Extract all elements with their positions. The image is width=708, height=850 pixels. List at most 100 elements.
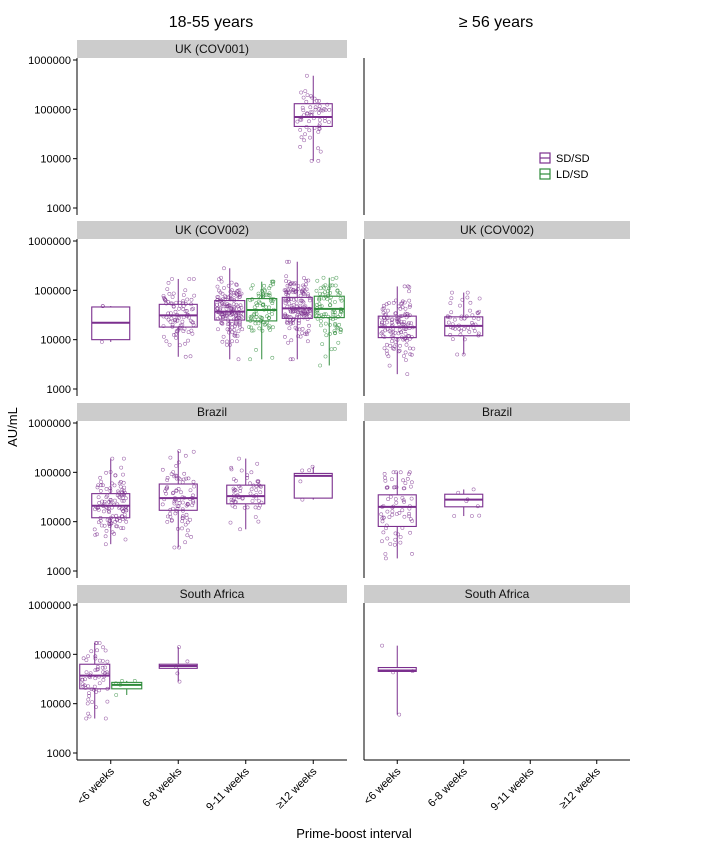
- box-r0-c0-12-weeks-sd-sd-point: [307, 119, 311, 124]
- x-tick-label-c0-9-11-weeks: 9-11 weeks: [204, 765, 252, 813]
- box-r1-c0-9-11-weeks-ld-sd-point: [257, 326, 262, 331]
- box-r1-c0-9-11-weeks-sd-sd-point: [233, 324, 237, 328]
- box-r2-c0-6-weeks-sd-sd-point: [123, 506, 128, 511]
- box-r1-c0-9-11-weeks-sd-sd-point: [230, 339, 234, 344]
- box-r1-c0-9-11-weeks-sd-sd-point: [234, 302, 239, 307]
- box-r1-c0-9-11-weeks-ld-sd-point: [252, 311, 257, 316]
- box-r1-c0-9-11-weeks-ld-sd-point: [271, 282, 275, 287]
- box-r1-c0-12-weeks-ld-sd-point: [323, 290, 327, 295]
- box-r0-c0-12-weeks-sd-sd-point: [304, 125, 309, 129]
- box-r1-c0-12-weeks-ld-sd-point: [322, 296, 326, 301]
- box-r2-c0-6-8-weeks-sd-sd-point: [174, 464, 179, 468]
- box-r1-c0-6-8-weeks-sd-sd-point: [169, 316, 174, 321]
- box-r2-c1-6-weeks-sd-sd-point: [390, 512, 395, 517]
- x-tick-label-c0-6-8-weeks: 6-8 weeks: [140, 765, 184, 809]
- box-r2-c0-9-11-weeks-sd-sd-point: [249, 470, 254, 475]
- x-tick-label-c1-6-weeks: <6 weeks: [362, 765, 404, 807]
- x-tick-label-c0-6-weeks: <6 weeks: [75, 765, 117, 807]
- box-r2-c0-6-weeks-sd-sd-point: [121, 526, 126, 530]
- box-r1-c1-6-weeks-sd-sd-point: [382, 346, 387, 351]
- y-tick-label-r3-1000000: 1000000: [28, 600, 71, 612]
- box-r2-c1-6-weeks-sd-sd-point: [390, 477, 394, 482]
- box-r2-c0-6-weeks-sd-sd-point: [103, 542, 108, 547]
- y-tick-label-r3-100000: 100000: [34, 649, 71, 661]
- box-r1-c1-6-weeks-sd-sd-point: [381, 310, 386, 315]
- box-r1-c0-12-weeks-ld-sd-point: [322, 312, 327, 317]
- box-r1-c0-9-11-weeks-ld-sd-point: [254, 301, 259, 306]
- box-r1-c0-6-8-weeks-sd-sd-point: [167, 292, 172, 296]
- box-r1-c0-6-8-weeks-sd-sd-point: [162, 334, 166, 339]
- box-r2-c0-6-weeks-sd-sd-point: [118, 519, 122, 523]
- box-r1-c0-9-11-weeks-sd-sd-point: [234, 283, 239, 287]
- box-r1-c0-6-8-weeks-sd-sd-point: [161, 296, 166, 300]
- box-r1-c0-12-weeks-sd-sd-point: [296, 334, 300, 339]
- box-r2-c1-6-weeks-sd-sd-point: [388, 542, 393, 546]
- box-r1-c0-9-11-weeks-sd-sd-point: [220, 301, 225, 306]
- box-r2-c0-6-8-weeks-sd-sd-point: [183, 453, 188, 458]
- box-r2-c0-6-weeks-sd-sd-point: [122, 498, 126, 503]
- box-r2-c0-6-weeks-sd-sd-point: [100, 499, 104, 504]
- box-r1-c0-12-weeks-sd-sd-point: [291, 303, 296, 307]
- box-r2-c1-6-weeks-sd-sd-point: [407, 511, 411, 516]
- box-r2-c0-6-8-weeks-sd-sd-point: [171, 490, 176, 495]
- box-r3-c0-6-weeks-sd-sd-point: [103, 716, 108, 721]
- box-r1-c0-9-11-weeks-ld-sd-point: [249, 314, 254, 319]
- box-r2-c0-6-weeks-sd-sd-point: [120, 507, 124, 512]
- box-r2-c1-6-weeks-sd-sd-point: [398, 535, 403, 539]
- box-r1-c1-6-8-weeks-sd-sd-point: [446, 320, 451, 325]
- box-r2-c0-9-11-weeks-sd-sd-point: [233, 505, 237, 510]
- box-r2-c1-6-weeks-sd-sd-point: [408, 530, 412, 535]
- box-r2-c0-9-11-weeks-sd-sd-point: [230, 503, 235, 508]
- box-r2-c1-6-weeks-sd-sd-point: [390, 509, 395, 514]
- box-r1-c1-6-weeks-sd-sd-point: [390, 317, 395, 322]
- box-r2-c1-6-weeks-sd-sd-point: [388, 494, 393, 499]
- box-r1-c0-9-11-weeks-sd-sd-point: [222, 286, 226, 290]
- box-r1-c0-9-11-weeks-ld-sd-point: [264, 305, 269, 310]
- box-r1-c0-12-weeks-sd-sd-point: [288, 309, 293, 314]
- box-r1-c1-6-weeks-sd-sd-point: [386, 308, 390, 313]
- box-r1-c0-9-11-weeks-sd-sd-point: [220, 291, 225, 296]
- box-r3-c0-6-weeks-sd-sd-point: [81, 656, 86, 661]
- box-r1-c1-6-8-weeks-sd-sd-point: [476, 317, 481, 321]
- box-r0-c0-12-weeks-sd-sd-point: [317, 99, 321, 103]
- box-r1-c0-9-11-weeks-ld-sd-point: [267, 293, 272, 298]
- box-r1-c1-6-weeks-sd-sd-point: [407, 298, 412, 303]
- box-r1-c1-6-weeks-sd-sd-point: [404, 336, 409, 341]
- box-r1-c0-6-8-weeks-sd-sd-point: [171, 304, 176, 309]
- box-r2-c0-6-weeks-sd-sd-point: [121, 509, 126, 514]
- box-r2-c0-6-weeks-sd-sd-point: [97, 520, 101, 525]
- box-r1-c1-6-weeks-sd-sd-point: [399, 330, 403, 335]
- box-r0-c0-12-weeks-sd-sd-point: [309, 94, 313, 98]
- box-r1-c0-9-11-weeks-sd-sd-point: [233, 313, 238, 318]
- box-r2-c0-12-weeks-sd-sd-point: [307, 468, 312, 473]
- box-r2-c0-6-weeks-sd-sd-point: [99, 483, 104, 488]
- box-r0-c0-12-weeks-sd-sd-point: [299, 135, 304, 140]
- box-r1-c0-12-weeks-sd-sd-point: [285, 321, 290, 326]
- box-r2-c0-6-weeks-sd-sd-point: [121, 472, 125, 477]
- box-r1-c0-12-weeks-sd-sd-point: [300, 312, 305, 317]
- box-r2-c1-6-weeks-sd-sd-point: [394, 470, 399, 475]
- box-r2-c0-9-11-weeks-sd-sd-point: [239, 468, 244, 473]
- box-r3-c0-6-weeks-sd-sd-point: [97, 681, 102, 686]
- box-r1-c0-12-weeks-ld-sd-point: [336, 340, 341, 345]
- box-r1-c0-12-weeks-sd-sd-point: [284, 279, 288, 283]
- box-r2-c0-6-8-weeks-sd-sd-point: [179, 490, 183, 495]
- box-r0-c0-12-weeks-sd-sd: [293, 103, 333, 127]
- box-r1-c0-12-weeks-sd-sd-point: [283, 313, 288, 318]
- box-r2-c0-6-8-weeks-sd-sd-point: [183, 522, 188, 527]
- box-r1-c0-12-weeks-sd-sd-point: [290, 357, 295, 362]
- box-r3-c0-6-weeks-sd-sd-point: [84, 658, 89, 662]
- box-r1-c0-12-weeks-ld-sd-point: [338, 327, 343, 332]
- box-r0-c0-12-weeks-sd-sd-point: [316, 130, 321, 134]
- box-r1-c0-9-11-weeks-ld-sd-point: [247, 325, 251, 329]
- box-r1-c0-9-11-weeks-ld-sd-point: [253, 321, 258, 326]
- box-r1-c1-6-8-weeks-sd-sd-point: [465, 295, 470, 300]
- box-r1-c1-6-weeks-sd-sd-point: [407, 321, 411, 325]
- box-r1-c1-6-weeks-sd-sd-point: [387, 301, 391, 305]
- box-r1-c0-9-11-weeks-ld-sd-point: [262, 283, 266, 288]
- box-r2-c0-6-weeks-sd-sd-point: [120, 488, 125, 492]
- box-r2-c0-9-11-weeks-sd-sd-point: [231, 489, 236, 493]
- box-r1-c0-12-weeks-sd-sd-point: [306, 339, 310, 344]
- box-r3-c0-6-weeks-sd-sd-point: [93, 656, 98, 661]
- box-r1-c1-6-weeks-sd-sd-point: [392, 347, 396, 351]
